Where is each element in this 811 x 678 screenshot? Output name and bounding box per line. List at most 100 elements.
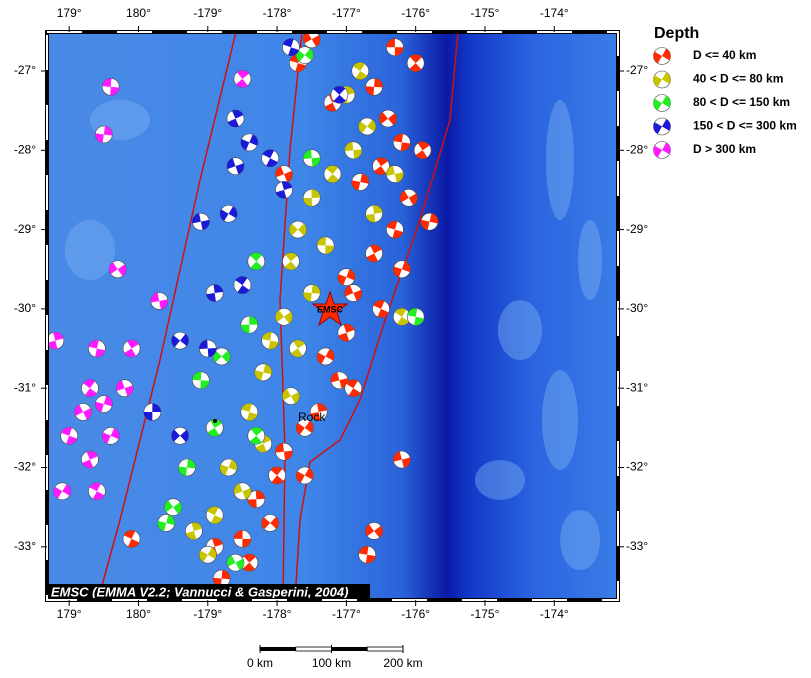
- beachball: [247, 252, 266, 271]
- map-area: EMSC Rock EMSC (EMMA V2.2; Vannucci & Ga…: [47, 32, 618, 600]
- beachball: [302, 284, 321, 302]
- beachball: [386, 220, 404, 239]
- lon-tick-label: -177°: [332, 607, 361, 621]
- lon-tick-label: -179°: [193, 6, 222, 20]
- beachball: [379, 109, 397, 128]
- beachball: [74, 403, 92, 421]
- place-label: EMSC: [317, 304, 344, 314]
- lat-tick-label: -27°: [14, 63, 36, 77]
- beachball: [406, 54, 425, 72]
- beachball: [178, 458, 196, 477]
- beachball: [351, 173, 370, 191]
- beachball: [205, 419, 224, 437]
- legend: Depth D <= 40 km 40 < D <= 80 km 80 < D <=…: [653, 25, 797, 159]
- beachball: [95, 125, 113, 144]
- beachball: [192, 212, 210, 231]
- beachball: [226, 109, 245, 128]
- beachball: [240, 315, 259, 334]
- beachball: [399, 189, 418, 207]
- beachball: [185, 522, 203, 540]
- beachball: [88, 482, 106, 501]
- beachball: [316, 347, 335, 366]
- lat-tick-label: -33°: [14, 539, 36, 553]
- beachball: [171, 426, 189, 445]
- beachball: [282, 252, 300, 271]
- beachball: [358, 117, 376, 136]
- beachball: [81, 379, 99, 398]
- beachball: [365, 78, 383, 96]
- credit-box: [47, 584, 370, 600]
- beachball: [372, 300, 390, 318]
- beachball: [143, 403, 162, 421]
- lon-tick-label: -174°: [540, 6, 569, 20]
- lat-tick-label: -33°: [626, 539, 648, 553]
- beachball: [47, 331, 65, 350]
- scale-label: 200 km: [383, 656, 422, 670]
- beachball: [261, 331, 279, 350]
- lon-tick-label: -175°: [471, 607, 500, 621]
- lat-tick-label: -31°: [14, 380, 36, 394]
- beachball: [240, 133, 259, 152]
- beachball: [247, 490, 266, 509]
- beachball: [101, 78, 120, 96]
- lat-tick-label: -30°: [14, 301, 36, 315]
- scale-segment: [260, 647, 296, 651]
- lat-tick-label: -32°: [14, 460, 36, 474]
- beachball: [275, 442, 293, 461]
- beachball: [653, 141, 671, 159]
- lon-tick-label: -176°: [401, 6, 430, 20]
- legend-label: 80 < D <= 150 km: [693, 95, 790, 109]
- beachball: [316, 236, 335, 255]
- lon-tick-label: -174°: [540, 607, 569, 621]
- lat-tick-label: -31°: [626, 380, 648, 394]
- beachball: [393, 133, 411, 152]
- lon-tick-label: -178°: [263, 6, 292, 20]
- beachball: [344, 141, 363, 160]
- beachball: [53, 482, 72, 501]
- events: [47, 32, 439, 588]
- beachball: [653, 94, 671, 112]
- beachball: [81, 450, 99, 469]
- place-label: Rock: [298, 410, 326, 424]
- beachball: [261, 514, 279, 532]
- beachball: [386, 165, 404, 183]
- lon-tick-label: 180°: [126, 607, 151, 621]
- beachball: [164, 498, 182, 516]
- scale-segment: [295, 646, 332, 652]
- beachball: [393, 450, 411, 469]
- beachball: [365, 522, 383, 540]
- beachball: [171, 331, 189, 350]
- legend-label: 150 < D <= 300 km: [693, 119, 797, 133]
- beachball: [406, 308, 425, 326]
- legend-title: Depth: [654, 25, 699, 42]
- lon-tick-label: -176°: [401, 607, 430, 621]
- beachball: [240, 553, 259, 572]
- beachball: [226, 553, 245, 572]
- beachball: [219, 458, 238, 477]
- beachball: [365, 244, 383, 263]
- beachball: [150, 292, 169, 310]
- beachball: [344, 284, 363, 302]
- lat-tick-label: -29°: [14, 222, 36, 236]
- credit: EMSC (EMMA V2.2; Vannucci & Gasperini, 2…: [51, 584, 348, 599]
- beachball: [282, 38, 300, 57]
- lon-tick-label: 179°: [57, 6, 82, 20]
- lat-tick-label: -30°: [626, 301, 648, 315]
- beachball: [282, 387, 300, 405]
- beachball: [420, 212, 439, 231]
- beachball: [289, 339, 307, 358]
- scale-label: 100 km: [312, 656, 351, 670]
- beachball: [219, 204, 238, 223]
- beachball: [295, 466, 314, 485]
- lon-tick-label: -178°: [263, 607, 292, 621]
- beachball: [275, 308, 293, 326]
- beachball: [365, 204, 383, 223]
- beachball: [254, 363, 273, 382]
- beachball: [330, 371, 349, 390]
- beachball: [122, 530, 141, 548]
- emsc-star: [311, 290, 349, 327]
- beachball: [198, 339, 217, 358]
- beachball: [108, 260, 127, 279]
- lat-tick-label: -29°: [626, 222, 648, 236]
